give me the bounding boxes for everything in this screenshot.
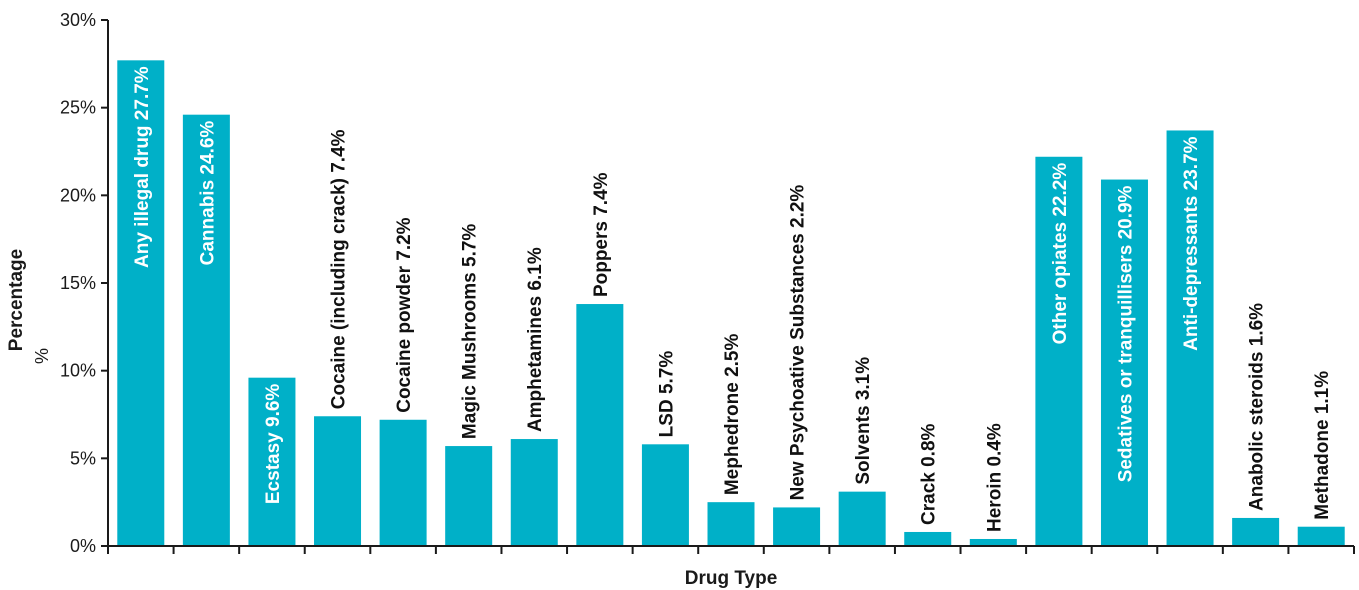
bar [117, 60, 165, 547]
bar [904, 531, 952, 546]
bar [838, 491, 886, 546]
bar-label: New Psychoative Substances 2.2% [788, 185, 809, 501]
bar [1297, 526, 1345, 546]
bar-label: Any illegal drug 27.7% [132, 66, 153, 268]
bar-label: Anti-depressants 23.7% [1181, 136, 1202, 350]
bar [1232, 517, 1280, 546]
y-tick-label: 0% [70, 536, 96, 556]
bar [707, 502, 755, 546]
y-axis-unit: % [32, 348, 52, 364]
bar-label: Methadone 1.1% [1312, 371, 1333, 520]
bar-label: Solvents 3.1% [853, 357, 874, 485]
y-tick-label: 30% [60, 10, 96, 30]
bar [576, 304, 624, 546]
bar-label: Sedatives or tranquillisers 20.9% [1115, 185, 1136, 482]
bar-label: LSD 5.7% [656, 351, 677, 438]
x-ticks-group [107, 546, 1355, 554]
y-tick-label: 10% [60, 361, 96, 381]
bar-label: Amphetamines 6.1% [525, 247, 546, 432]
bar-labels-group: Any illegal drug 27.7% Cannabis 24.6% Ecst… [132, 66, 1333, 532]
bar-label: Cocaine powder 7.2% [394, 217, 415, 412]
bar-label: Magic Mushrooms 5.7% [460, 224, 481, 439]
bar [1100, 179, 1148, 546]
bar [773, 507, 821, 546]
bar-label: Other opiates 22.2% [1050, 163, 1071, 345]
bar-label: Anabolic steroids 1.6% [1247, 303, 1268, 511]
bar-label: Ecstasy 9.6% [263, 384, 284, 505]
bar-label: Cocaine (including crack) 7.4% [329, 129, 350, 409]
bar [182, 114, 230, 547]
bar [379, 419, 427, 546]
bar [1035, 156, 1083, 546]
y-axis-title: Percentage [6, 249, 27, 351]
y-tick-label: 15% [60, 273, 96, 293]
bar-label: Mephedrone 2.5% [722, 334, 743, 496]
bar [641, 444, 689, 546]
bar [510, 439, 558, 546]
bar [314, 416, 362, 546]
bar-label: Cannabis 24.6% [197, 121, 218, 266]
bar [248, 377, 296, 546]
bar-label: Poppers 7.4% [591, 172, 612, 297]
y-ticks-group: 0% 5% 10% 15% 20% 25% 30% [60, 10, 108, 556]
y-tick-label: 25% [60, 98, 96, 118]
bars-group [117, 60, 1345, 547]
bar [1166, 130, 1214, 546]
bar-label: Crack 0.8% [919, 423, 940, 525]
bar [445, 446, 493, 546]
y-tick-label: 5% [70, 448, 96, 468]
x-axis-title: Drug Type [685, 568, 778, 589]
bar [969, 538, 1017, 546]
y-tick-label: 20% [60, 185, 96, 205]
bar-label: Heroin 0.4% [984, 423, 1005, 532]
